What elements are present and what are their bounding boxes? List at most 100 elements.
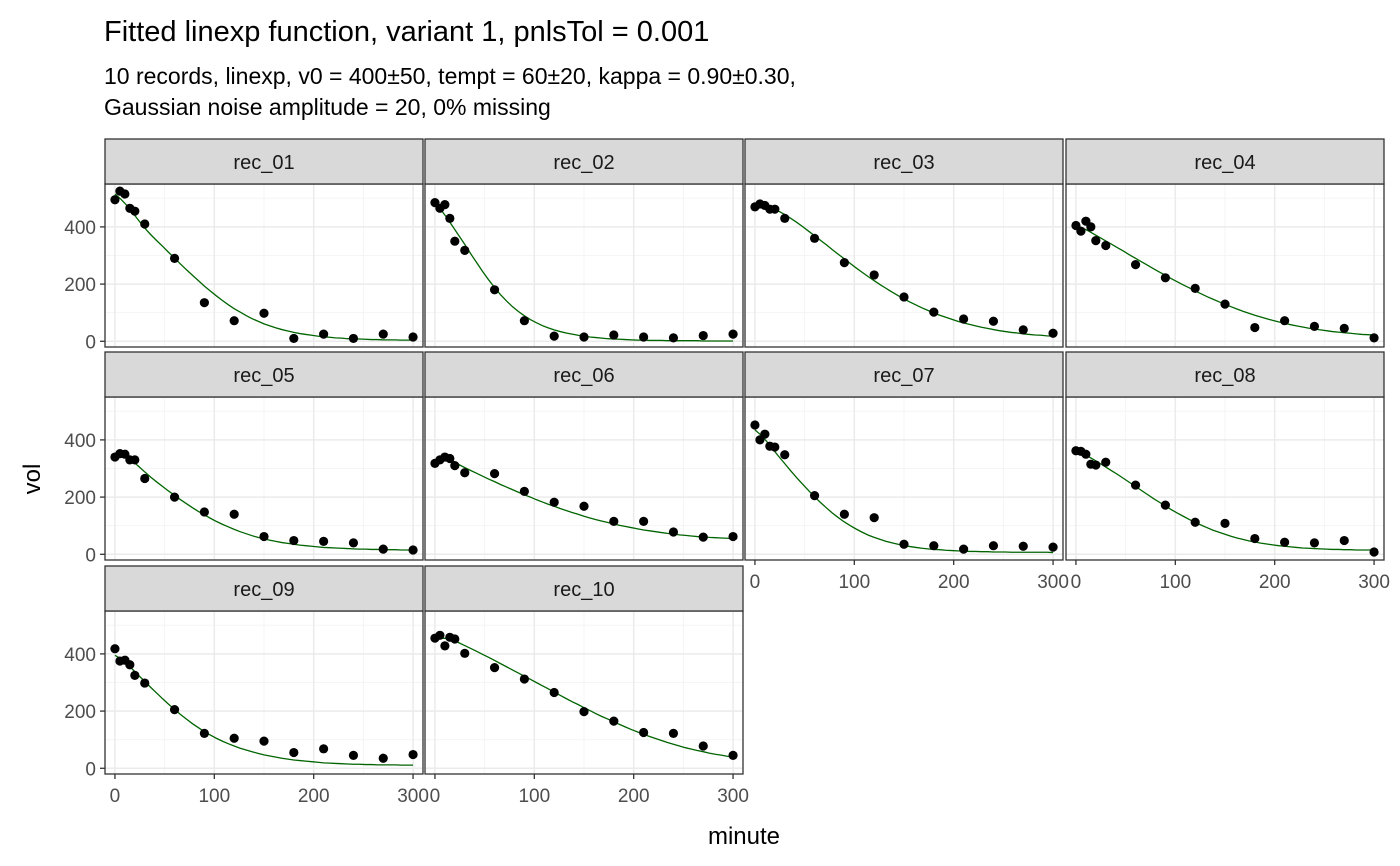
data-point (988, 541, 999, 551)
data-point (408, 332, 418, 342)
data-point (1076, 226, 1086, 236)
x-tick-label: 0 (1071, 572, 1082, 593)
data-point (728, 329, 738, 339)
strip-background (744, 138, 1064, 185)
data-point (489, 285, 500, 295)
data-point (1048, 328, 1058, 338)
x-tick-label: 0 (110, 786, 121, 807)
chart-subtitle-line-2: Gaussian noise amplitude = 20, 0% missin… (104, 94, 551, 120)
strip-label: rec_01 (233, 152, 294, 174)
data-point (770, 204, 780, 214)
data-point (1160, 500, 1170, 510)
data-point (289, 333, 299, 344)
y-tick-label: 0 (85, 332, 96, 353)
y-tick-label: 400 (64, 645, 96, 666)
data-point (319, 329, 329, 339)
data-point (229, 509, 239, 519)
x-tick-label: 100 (1159, 572, 1191, 593)
x-tick-label: 300 (1037, 572, 1069, 593)
x-tick-label: 300 (397, 786, 429, 807)
data-point (728, 750, 738, 761)
data-point (579, 707, 589, 717)
y-tick-label: 400 (64, 218, 96, 239)
data-point (289, 535, 299, 546)
x-tick-label: 100 (198, 786, 230, 807)
data-point (489, 469, 500, 479)
data-point (319, 744, 329, 754)
data-point (140, 678, 150, 688)
data-point (460, 245, 470, 255)
data-point (110, 195, 120, 205)
fit-line-rec_09 (114, 654, 414, 766)
fit-line-rec_08 (1075, 450, 1375, 551)
x-tick-label: 300 (1358, 572, 1390, 593)
data-point (440, 199, 450, 210)
data-point (1101, 457, 1111, 467)
strip-background (104, 565, 424, 612)
data-point (130, 670, 140, 680)
data-point (839, 509, 849, 519)
y-tick-label: 200 (64, 488, 96, 509)
chart-subtitle-line-1: 10 records, linexp, v0 = 400±50, tempt =… (104, 63, 796, 89)
data-point (869, 270, 879, 280)
data-point (1250, 533, 1260, 544)
data-point (549, 687, 559, 698)
data-point (319, 536, 329, 547)
facet-panel-rec_01: rec_01 0 200 400 (64, 138, 424, 353)
data-point (120, 189, 130, 199)
data-point (839, 258, 849, 268)
strip-label: rec_06 (553, 365, 614, 387)
data-point (579, 501, 589, 511)
data-point (408, 545, 418, 555)
y-tick-label: 0 (85, 545, 96, 566)
data-point (1130, 260, 1141, 270)
data-point (348, 750, 359, 761)
data-point (169, 705, 180, 715)
x-tick-label: 100 (518, 786, 550, 807)
data-point (130, 206, 140, 216)
strip-background (424, 565, 744, 612)
x-tick-label: 200 (1259, 572, 1291, 593)
data-point (199, 507, 209, 517)
data-point (988, 316, 999, 326)
strip-label: rec_09 (233, 579, 294, 601)
data-point (698, 532, 708, 542)
strip-label: rec_08 (1194, 365, 1255, 387)
data-point (1018, 541, 1028, 551)
x-tick-label: 0 (750, 572, 761, 593)
data-point (378, 544, 388, 554)
data-point (1309, 321, 1320, 332)
data-point (1160, 273, 1170, 283)
data-point (445, 453, 455, 464)
y-tick-label: 200 (64, 702, 96, 723)
data-point (450, 634, 460, 644)
data-point (1018, 325, 1028, 335)
facet-panel-rec_10: rec_10 0 100 200 300 (424, 565, 749, 807)
data-point (698, 330, 708, 341)
data-point (728, 531, 738, 542)
strip-label: rec_10 (553, 579, 614, 601)
data-point (1190, 283, 1200, 293)
data-point (519, 486, 529, 496)
x-tick-label: 100 (838, 572, 870, 593)
data-point (1190, 517, 1200, 527)
data-point (1280, 537, 1290, 547)
data-point (348, 538, 359, 548)
data-point (1339, 323, 1349, 334)
data-point (1280, 316, 1290, 326)
facet-panel-rec_06: rec_06 (424, 351, 744, 561)
data-point (408, 749, 418, 760)
data-point (549, 497, 559, 507)
data-point (780, 213, 790, 223)
data-point (378, 329, 388, 339)
data-point (435, 630, 445, 640)
data-point (609, 330, 619, 340)
data-point (1086, 222, 1096, 232)
data-point (489, 663, 500, 673)
data-point (460, 468, 470, 478)
data-point (440, 641, 450, 651)
data-point (959, 544, 969, 554)
data-point (110, 644, 120, 654)
facet-panel-rec_04: rec_04 (1065, 138, 1385, 348)
